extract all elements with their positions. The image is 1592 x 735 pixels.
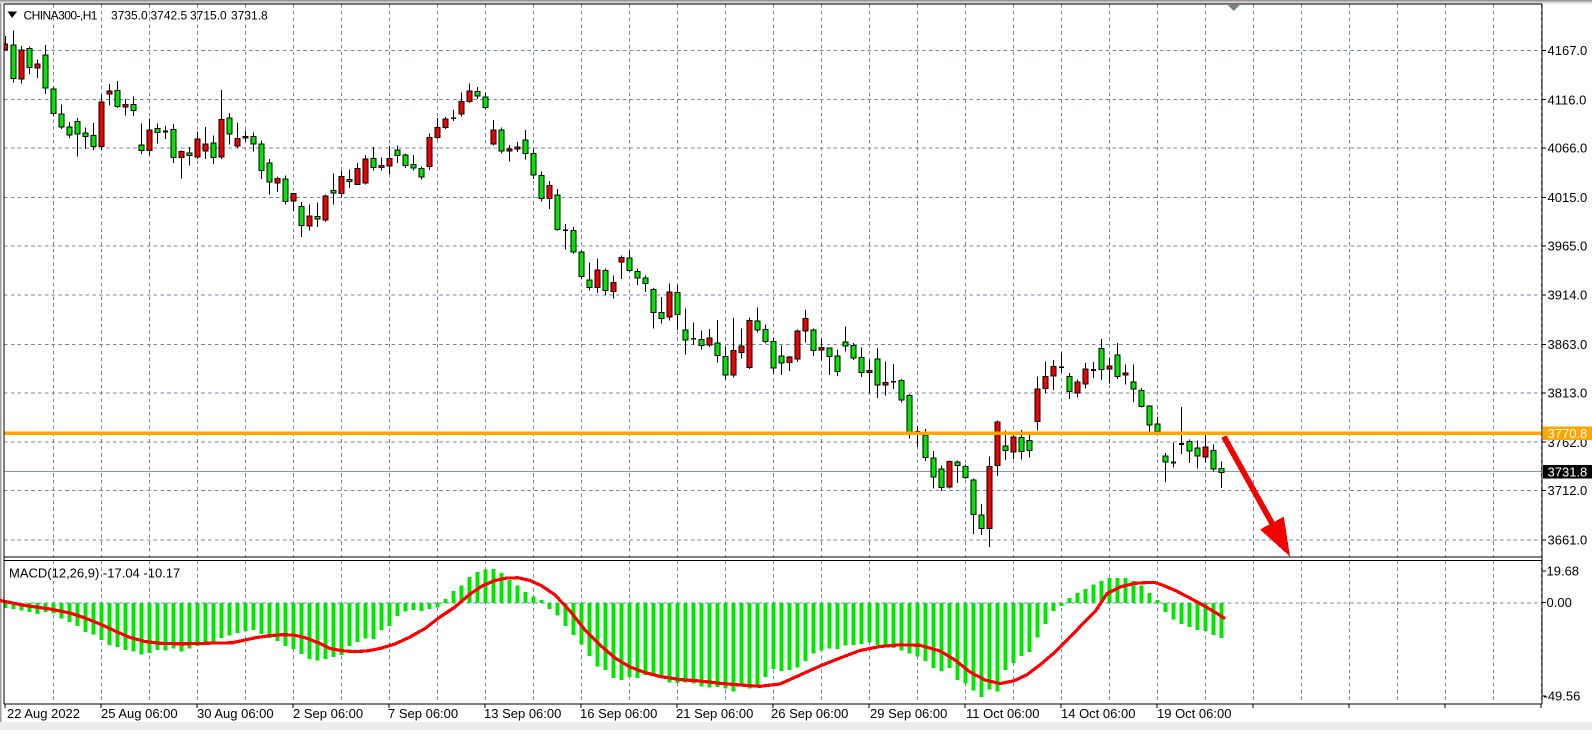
svg-text:-49.56: -49.56 (1544, 689, 1581, 704)
svg-text:4066.0: 4066.0 (1548, 141, 1588, 156)
svg-text:25 Aug 06:00: 25 Aug 06:00 (101, 706, 178, 721)
svg-text:7 Sep 06:00: 7 Sep 06:00 (388, 706, 458, 721)
svg-text:3731.8: 3731.8 (231, 9, 268, 23)
svg-text:4015.0: 4015.0 (1548, 190, 1588, 205)
svg-text:3965.0: 3965.0 (1548, 238, 1588, 253)
svg-text:3661.0: 3661.0 (1548, 533, 1588, 548)
svg-text:3914.0: 3914.0 (1548, 288, 1588, 303)
svg-text:CHINA300-,H1: CHINA300-,H1 (24, 9, 98, 23)
svg-text:3863.0: 3863.0 (1548, 337, 1588, 352)
svg-text:22 Aug 2022: 22 Aug 2022 (7, 706, 80, 721)
svg-text:3735.0: 3735.0 (111, 9, 148, 23)
svg-text:MACD(12,26,9) -17.04 -10.17: MACD(12,26,9) -17.04 -10.17 (9, 565, 180, 580)
svg-text:13 Sep 06:00: 13 Sep 06:00 (484, 706, 561, 721)
svg-text:26 Sep 06:00: 26 Sep 06:00 (771, 706, 848, 721)
svg-text:2 Sep 06:00: 2 Sep 06:00 (293, 706, 363, 721)
svg-text:3715.0: 3715.0 (190, 9, 227, 23)
svg-text:30 Aug 06:00: 30 Aug 06:00 (197, 706, 274, 721)
svg-text:3712.0: 3712.0 (1548, 483, 1588, 498)
svg-text:4167.0: 4167.0 (1548, 43, 1588, 58)
svg-text:3770.8: 3770.8 (1548, 426, 1588, 441)
svg-text:0.00: 0.00 (1547, 595, 1572, 610)
svg-text:4116.0: 4116.0 (1548, 92, 1587, 107)
svg-text:16 Sep 06:00: 16 Sep 06:00 (580, 706, 657, 721)
svg-text:11 Oct 06:00: 11 Oct 06:00 (966, 706, 1039, 721)
svg-text:3731.8: 3731.8 (1548, 465, 1588, 480)
svg-text:19.68: 19.68 (1547, 564, 1580, 579)
svg-text:19 Oct 06:00: 19 Oct 06:00 (1157, 706, 1231, 721)
svg-text:14 Oct 06:00: 14 Oct 06:00 (1061, 706, 1135, 721)
svg-text:3813.0: 3813.0 (1548, 385, 1588, 400)
svg-text:21 Sep 06:00: 21 Sep 06:00 (676, 706, 753, 721)
svg-text:29 Sep 06:00: 29 Sep 06:00 (870, 706, 947, 721)
svg-text:3742.5: 3742.5 (151, 9, 188, 23)
